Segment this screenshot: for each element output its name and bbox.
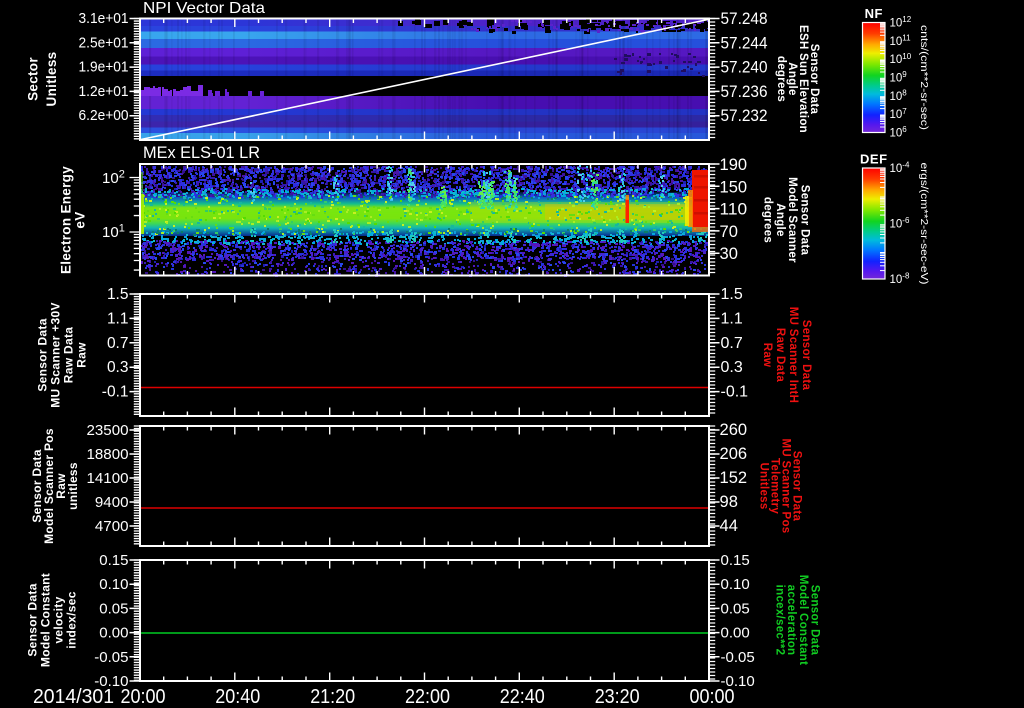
svg-text:NPI Vector Data: NPI Vector Data — [143, 0, 265, 17]
svg-text:57.248: 57.248 — [721, 9, 768, 28]
svg-text:14100: 14100 — [87, 470, 129, 487]
svg-text:22:40: 22:40 — [500, 686, 545, 708]
svg-text:22:00: 22:00 — [405, 686, 450, 708]
svg-text:MEx ELS-01 LR: MEx ELS-01 LR — [143, 144, 260, 162]
svg-text:0.3: 0.3 — [107, 359, 129, 376]
svg-text:3.1e+01: 3.1e+01 — [79, 10, 129, 27]
svg-text:0.15: 0.15 — [99, 552, 128, 569]
svg-text:2.5e+01: 2.5e+01 — [79, 34, 129, 51]
svg-text:Sensor DataMU Scanner +30VRaw: Sensor DataMU Scanner +30VRaw DataRaw — [36, 302, 89, 408]
svg-text:Sensor DataModel ScannerAngled: Sensor DataModel ScannerAngledegrees — [762, 177, 811, 263]
svg-text:-0.10: -0.10 — [721, 673, 755, 690]
svg-text:9400: 9400 — [95, 494, 129, 511]
svg-text:57.236: 57.236 — [721, 82, 768, 101]
svg-text:70: 70 — [720, 222, 738, 241]
svg-text:0.15: 0.15 — [721, 552, 750, 569]
svg-text:260: 260 — [720, 420, 748, 439]
svg-text:-0.1: -0.1 — [102, 384, 129, 401]
svg-text:57.232: 57.232 — [721, 106, 768, 125]
svg-text:0.05: 0.05 — [99, 600, 128, 617]
svg-text:0.00: 0.00 — [99, 625, 128, 642]
svg-text:44: 44 — [720, 516, 738, 535]
svg-text:0.00: 0.00 — [721, 625, 750, 642]
svg-text:1.5: 1.5 — [107, 286, 129, 303]
svg-text:30: 30 — [720, 244, 738, 263]
svg-text:2014/301: 2014/301 — [33, 686, 114, 708]
svg-text:Sensor DataModel Constantveloc: Sensor DataModel Constantvelocityindex/s… — [26, 573, 79, 667]
svg-text:190: 190 — [720, 155, 748, 174]
svg-text:ergs/(cm**2-sr-sec-eV): ergs/(cm**2-sr-sec-eV) — [918, 163, 930, 285]
svg-text:-0.05: -0.05 — [721, 649, 755, 666]
svg-text:1.2e+01: 1.2e+01 — [79, 83, 129, 100]
svg-text:Electron EnergyeV: Electron EnergyeV — [59, 166, 88, 274]
svg-text:206: 206 — [720, 444, 748, 463]
svg-text:6.2e+00: 6.2e+00 — [79, 107, 129, 124]
svg-text:Sensor DataESH Sun ElevationAn: Sensor DataESH Sun ElevationAngledegrees — [775, 25, 820, 133]
svg-text:Sensor DataModel Constantaccel: Sensor DataModel Constantaccelerationinc… — [774, 575, 821, 665]
svg-text:0.7: 0.7 — [107, 335, 129, 352]
svg-text:cnts/(cm**2-sr-sec): cnts/(cm**2-sr-sec) — [918, 25, 930, 130]
svg-text:21:20: 21:20 — [310, 686, 355, 708]
svg-text:0.10: 0.10 — [721, 576, 750, 593]
svg-text:150: 150 — [720, 177, 748, 196]
svg-text:-0.1: -0.1 — [721, 384, 749, 401]
svg-text:4700: 4700 — [95, 518, 129, 535]
svg-text:20:00: 20:00 — [121, 686, 166, 708]
svg-text:00:00: 00:00 — [690, 686, 735, 708]
svg-text:0.3: 0.3 — [721, 359, 743, 376]
svg-text:23500: 23500 — [87, 422, 129, 439]
svg-text:0.05: 0.05 — [721, 600, 750, 617]
svg-text:152: 152 — [720, 468, 748, 487]
svg-text:1.1: 1.1 — [107, 310, 129, 327]
svg-text:20:40: 20:40 — [215, 686, 260, 708]
svg-text:1.1: 1.1 — [721, 310, 743, 327]
svg-text:110: 110 — [720, 200, 748, 219]
svg-text:1.5: 1.5 — [721, 286, 743, 303]
svg-text:23:20: 23:20 — [595, 686, 640, 708]
svg-text:1.9e+01: 1.9e+01 — [79, 59, 129, 76]
svg-text:98: 98 — [720, 492, 738, 511]
svg-text:-0.05: -0.05 — [94, 649, 128, 666]
svg-text:DEF: DEF — [860, 152, 888, 167]
svg-text:Sensor DataModel Scanner PosRa: Sensor DataModel Scanner PosRawunitless — [30, 428, 80, 544]
svg-text:18800: 18800 — [87, 446, 129, 463]
svg-text:Sensor DataMU Scanner PosTelem: Sensor DataMU Scanner PosTelemetryUnitle… — [758, 439, 803, 534]
svg-text:0.10: 0.10 — [99, 576, 128, 593]
svg-text:57.244: 57.244 — [721, 33, 768, 52]
svg-text:-0.10: -0.10 — [94, 673, 128, 690]
svg-text:Sensor DataMU Scanner IntHRaw: Sensor DataMU Scanner IntHRaw DataRaw — [761, 307, 812, 404]
svg-text:57.240: 57.240 — [721, 58, 768, 77]
svg-text:0.7: 0.7 — [721, 335, 743, 352]
svg-text:NF: NF — [865, 6, 883, 21]
